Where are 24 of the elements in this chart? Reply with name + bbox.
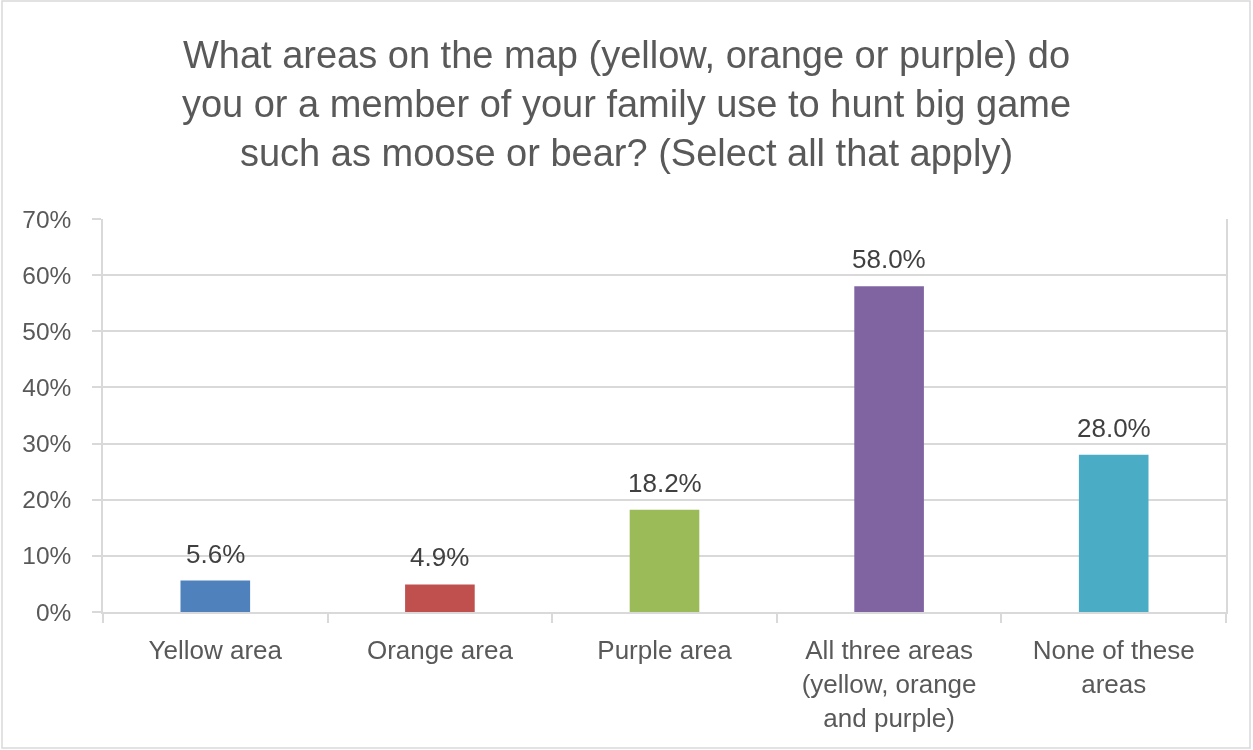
y-tick-label: 0% xyxy=(35,598,72,626)
y-tick-label: 30% xyxy=(22,430,72,458)
bar xyxy=(629,509,700,612)
y-tick-label: 50% xyxy=(22,317,72,345)
chart-title: What areas on the map (yellow, orange or purple) do you or a member of your family use to hunt big game such as moose or bear? (Select all that apply) xyxy=(181,33,1072,175)
y-tick-label: 60% xyxy=(22,261,72,289)
x-tick-label: Orange area xyxy=(366,634,514,665)
y-tick-label: 70% xyxy=(22,205,72,233)
data-label: 5.6% xyxy=(186,539,246,569)
x-tick-label: All three areas (yellow, orange and purple) xyxy=(801,634,977,733)
x-tick-label: Yellow area xyxy=(148,634,283,665)
data-label: 18.2% xyxy=(628,468,702,498)
data-label: 58.0% xyxy=(852,244,926,274)
x-tick-label: Purple area xyxy=(597,634,733,665)
data-label: 4.9% xyxy=(410,542,470,572)
bar xyxy=(1078,454,1149,612)
data-label: 28.0% xyxy=(1077,413,1151,443)
y-tick-label: 10% xyxy=(22,542,72,570)
bar xyxy=(854,286,924,612)
x-tick-label: None of these areas xyxy=(1032,634,1195,699)
y-tick-label: 40% xyxy=(22,374,72,402)
bar xyxy=(180,580,251,612)
bar xyxy=(405,584,475,612)
y-tick-label: 20% xyxy=(22,486,72,514)
